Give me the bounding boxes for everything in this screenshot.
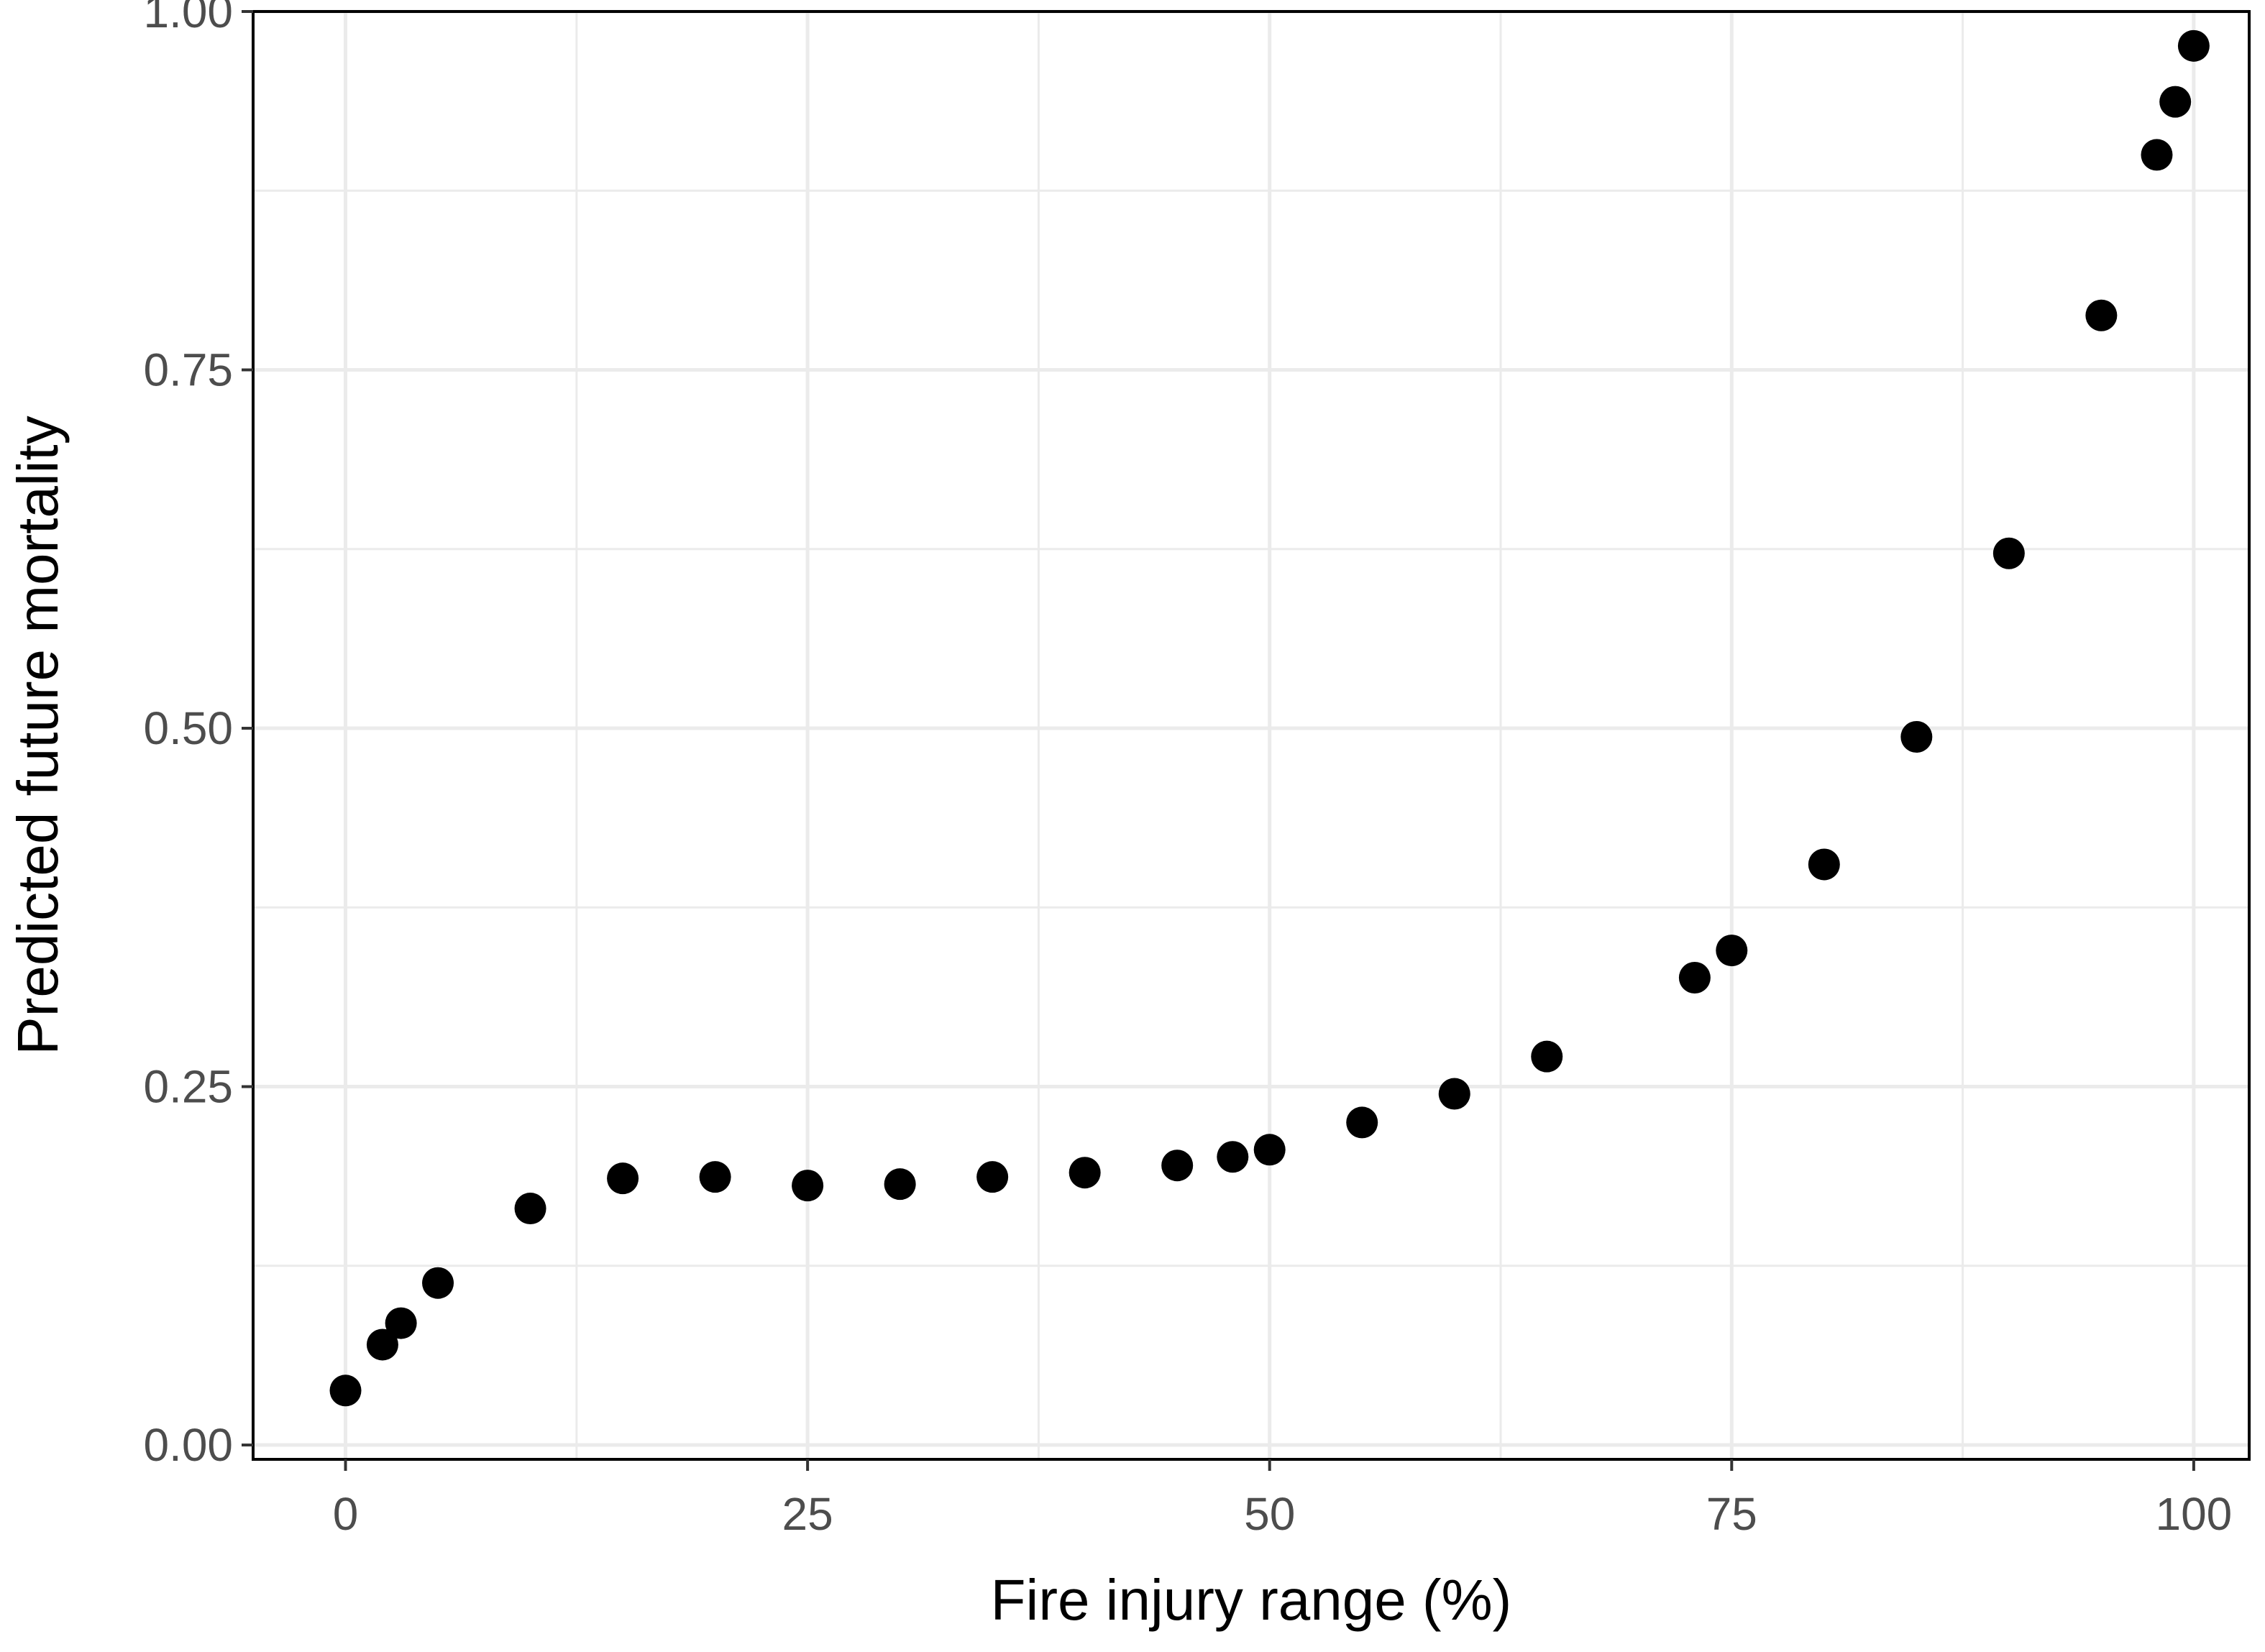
x-tick-label: 50: [1244, 1488, 1295, 1540]
data-point: [699, 1161, 731, 1193]
data-point: [2177, 29, 2210, 62]
x-tick-label: 100: [2155, 1488, 2232, 1540]
data-point: [1253, 1134, 1286, 1166]
data-point: [1716, 935, 1748, 967]
tick-labels: 0 25 50 75 100 0.00 0.25 0.50 0.75 1.00: [143, 0, 2232, 1540]
data-point: [1992, 537, 2025, 569]
x-tick-label: 0: [333, 1488, 359, 1540]
data-point: [1346, 1106, 1378, 1139]
y-tick-label: 0.00: [143, 1419, 233, 1471]
data-point: [792, 1170, 824, 1202]
data-point: [385, 1307, 417, 1339]
y-tick-label: 0.50: [143, 702, 233, 754]
data-point: [1217, 1141, 1249, 1173]
y-tick-label: 0.75: [143, 344, 233, 396]
data-point: [2159, 86, 2192, 118]
data-point: [422, 1267, 454, 1299]
x-tick-label: 25: [782, 1488, 833, 1540]
data-point: [329, 1375, 362, 1407]
data-point: [2141, 139, 2173, 171]
data-point: [1678, 961, 1711, 994]
data-point: [1900, 720, 1933, 753]
data-point: [1161, 1149, 1194, 1182]
y-tick-label: 0.25: [143, 1061, 233, 1113]
y-tick-label: 1.00: [143, 0, 233, 37]
data-point: [514, 1193, 546, 1225]
panel-border: [252, 10, 2251, 1461]
data-point: [2085, 299, 2118, 331]
data-point: [884, 1168, 916, 1201]
x-axis-title: Fire injury range (%): [991, 1568, 1512, 1632]
data-point: [1438, 1078, 1470, 1110]
y-axis-title: Predicted future mortality: [6, 416, 70, 1055]
x-tick-label: 75: [1706, 1488, 1757, 1540]
data-point: [1069, 1157, 1101, 1189]
data-point: [976, 1161, 1009, 1193]
data-point: [1531, 1040, 1563, 1073]
axis-ticks: [242, 10, 2195, 1471]
data-point: [607, 1162, 639, 1195]
grid-lines: [253, 9, 2249, 1459]
data-point: [366, 1329, 398, 1361]
data-point: [1808, 848, 1840, 881]
data-points: [329, 29, 2210, 1407]
